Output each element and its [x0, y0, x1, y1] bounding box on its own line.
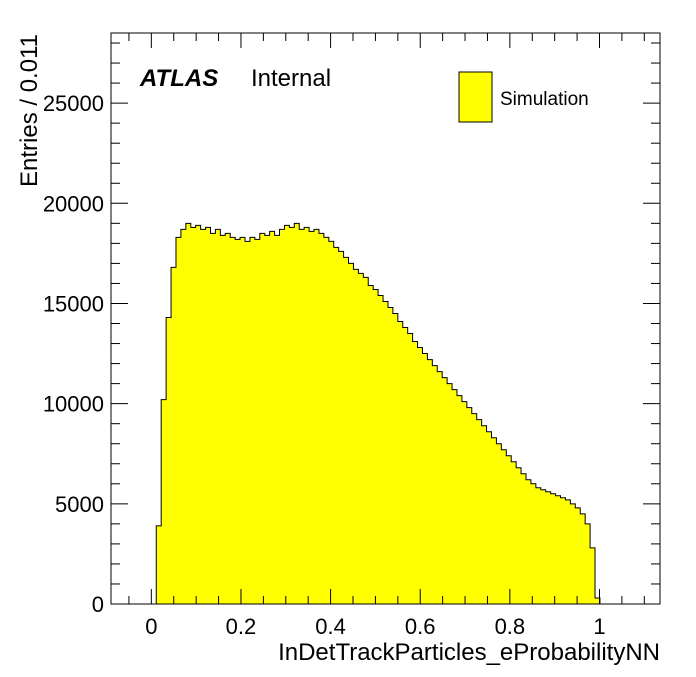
histogram-outline: [151, 222, 601, 605]
y-tick-label: 25000: [43, 91, 104, 116]
y-tick-label: 15000: [43, 291, 104, 316]
y-tick-label: 20000: [43, 191, 104, 216]
y-axis-title: Entries / 0.011: [16, 34, 43, 187]
x-axis-ticks: [128, 33, 645, 604]
x-tick-label: 0.6: [405, 614, 436, 639]
x-tick-label: 0.8: [495, 614, 526, 639]
atlas-status-label: Internal: [251, 65, 331, 92]
legend-swatch-simulation: [458, 71, 493, 123]
atlas-label: ATLAS Internal: [139, 65, 331, 92]
x-tick-label: 1: [593, 614, 605, 639]
x-axis-tick-labels: 0 0.2 0.4 0.6 0.8 1: [145, 614, 605, 639]
x-tick-label: 0: [145, 614, 157, 639]
x-axis-title: InDetTrackParticles_eProbabilityNN: [278, 639, 660, 666]
x-tick-label: 0.4: [315, 614, 346, 639]
y-tick-label: 5000: [55, 492, 104, 517]
legend: Simulation: [458, 71, 589, 123]
y-axis-ticks: [111, 42, 660, 605]
x-tick-label: 0.2: [226, 614, 257, 639]
plot-frame: [110, 32, 661, 605]
y-axis-tick-labels: 0 5000 10000 15000 20000 25000: [43, 91, 104, 617]
histogram-fill: [151, 223, 600, 604]
y-tick-label: 0: [92, 592, 104, 617]
y-tick-label: 10000: [43, 392, 104, 417]
plot-area: [110, 32, 661, 605]
legend-label-simulation: Simulation: [500, 89, 589, 110]
atlas-experiment-label: ATLAS: [139, 65, 218, 92]
